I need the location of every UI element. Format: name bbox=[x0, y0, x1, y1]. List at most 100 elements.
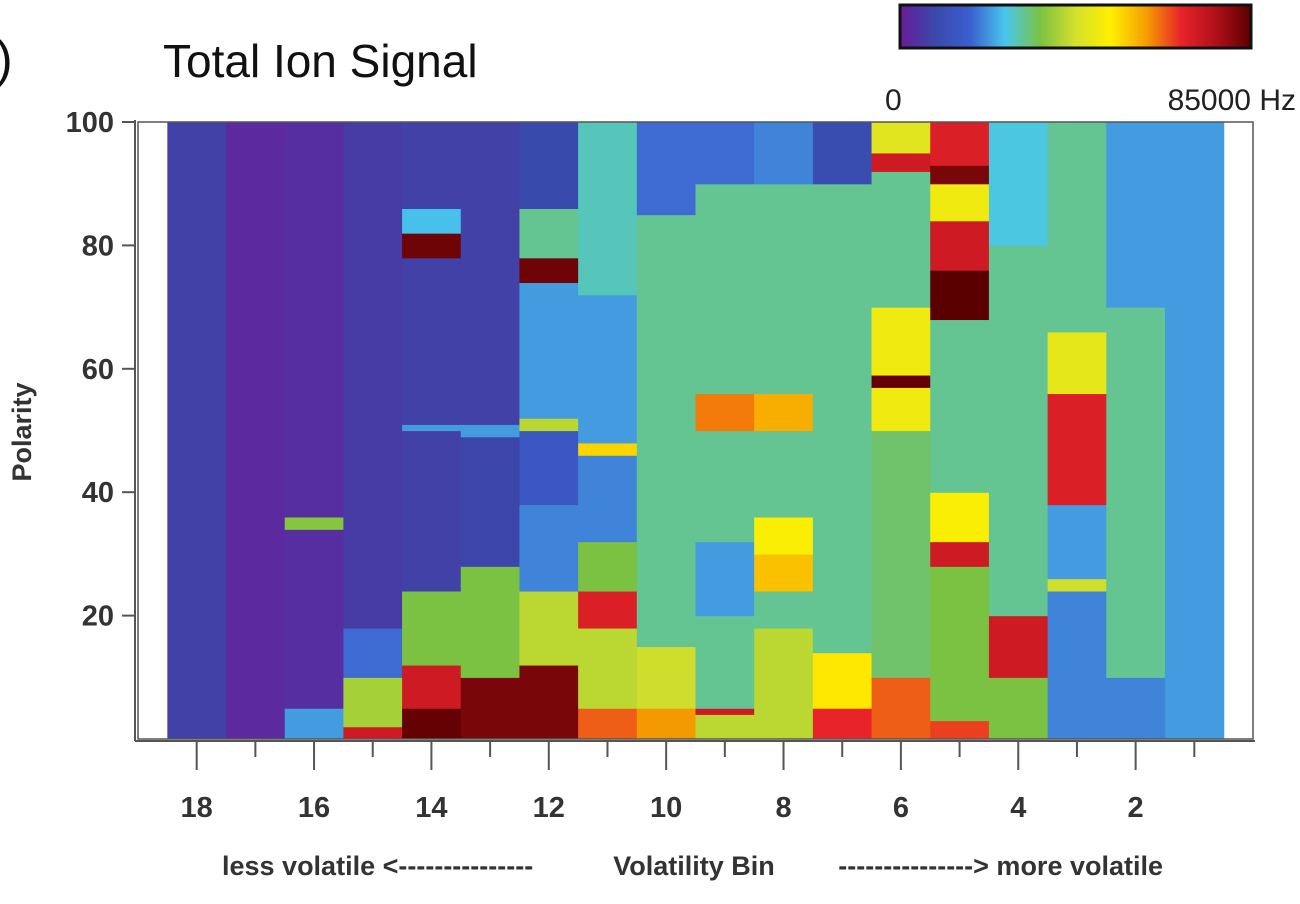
heatmap-cell bbox=[1106, 307, 1166, 678]
heatmap-cell bbox=[930, 720, 990, 739]
x-tick-label: 8 bbox=[775, 792, 791, 824]
heatmap-cell bbox=[871, 374, 931, 388]
heatmap-cell bbox=[284, 529, 344, 709]
heatmap-cell bbox=[578, 590, 638, 629]
heatmap-cell bbox=[519, 282, 579, 419]
x-tick-label: 4 bbox=[1010, 792, 1026, 824]
colorbar-max-label: 85000 Hz bbox=[1168, 84, 1296, 117]
heatmap-cell bbox=[402, 233, 462, 259]
heatmap-cell bbox=[754, 516, 814, 555]
plot-frame bbox=[137, 121, 1254, 740]
heatmap-cell bbox=[578, 455, 638, 543]
heatmap-cell bbox=[695, 393, 755, 432]
heatmap-cell bbox=[988, 615, 1049, 678]
heatmap-cell bbox=[578, 442, 638, 456]
heatmap-cell bbox=[519, 430, 579, 506]
heatmap-cell bbox=[578, 708, 638, 739]
heatmap-cell bbox=[754, 183, 814, 395]
heatmap-cell bbox=[402, 708, 462, 739]
heatmap-cell bbox=[695, 708, 755, 715]
y-axis-label: Polarity bbox=[7, 382, 37, 481]
heatmap-cell bbox=[930, 492, 990, 543]
heatmap-cell bbox=[519, 122, 579, 209]
heatmap-cell bbox=[402, 424, 462, 432]
heatmap-cell bbox=[460, 436, 521, 567]
heatmap-cell bbox=[871, 307, 931, 376]
heatmap-cell bbox=[519, 418, 579, 432]
heatmap-cell bbox=[1106, 677, 1166, 739]
heatmap-cell bbox=[1047, 504, 1107, 580]
heatmap-cell bbox=[930, 220, 990, 271]
heatmap-cell bbox=[167, 122, 227, 739]
heatmap-cell bbox=[636, 122, 697, 216]
heatmap-cell bbox=[1047, 393, 1107, 506]
heatmap-cell bbox=[343, 677, 403, 728]
heatmap-cell bbox=[519, 664, 579, 739]
heatmap-cell bbox=[636, 214, 697, 370]
heatmap-cell bbox=[578, 541, 638, 592]
heatmap-cell bbox=[930, 183, 990, 222]
heatmap-cell bbox=[402, 122, 462, 209]
heatmap-cell bbox=[695, 714, 755, 739]
heatmap-cell bbox=[402, 208, 462, 234]
heatmap-cell bbox=[578, 627, 638, 709]
heatmap-cell bbox=[519, 590, 579, 666]
heatmap-cell bbox=[402, 590, 462, 666]
heatmap-cell bbox=[930, 270, 990, 321]
x-tick-label: 12 bbox=[533, 792, 565, 824]
heatmap-cell bbox=[519, 504, 579, 592]
colorbar-min-label: 0 bbox=[885, 84, 902, 117]
x-axis-ticks: 18 16 14 12 10 8 6 4 2 bbox=[181, 741, 1196, 824]
heatmap-cell bbox=[871, 387, 931, 432]
heatmap-cell bbox=[988, 122, 1049, 246]
heatmap-cell bbox=[343, 627, 403, 678]
heatmap-cell bbox=[930, 165, 990, 185]
heatmap-cell bbox=[930, 319, 990, 493]
heatmap-cell bbox=[460, 566, 521, 678]
heatmap-cell bbox=[636, 708, 697, 739]
heatmap-cell bbox=[636, 368, 697, 555]
heatmap-cell bbox=[695, 430, 755, 543]
heatmap-cell bbox=[460, 122, 521, 425]
heatmap-cell bbox=[812, 122, 873, 185]
heatmap-cell bbox=[754, 553, 814, 592]
heatmap-cell bbox=[636, 553, 697, 648]
heatmap-cell bbox=[871, 122, 931, 154]
x-tick-label: 16 bbox=[298, 792, 330, 824]
heatmap-cell bbox=[988, 677, 1049, 739]
heatmap-cell bbox=[636, 646, 697, 709]
heatmap-cell bbox=[343, 122, 403, 629]
heatmap-cell bbox=[402, 430, 462, 592]
x-axis-label: Volatility Bin bbox=[613, 851, 775, 881]
x-tick-label: 2 bbox=[1128, 792, 1144, 824]
heatmap-cell bbox=[871, 152, 931, 172]
panel-marker: ) bbox=[0, 31, 13, 87]
heatmap-cell bbox=[1164, 122, 1225, 739]
heatmap-cell bbox=[460, 677, 521, 739]
y-tick-label: 20 bbox=[82, 601, 114, 633]
heatmap-cell bbox=[695, 541, 755, 617]
heatmap-cell bbox=[930, 541, 990, 567]
x-tick-label: 14 bbox=[415, 792, 447, 824]
colorbar: 0 85000 Hz bbox=[885, 3, 1296, 117]
colorbar-gradient bbox=[898, 3, 1253, 50]
heatmap-cell bbox=[284, 516, 344, 530]
heatmap-cell bbox=[226, 122, 286, 739]
heatmap-cell bbox=[812, 708, 873, 739]
heatmap-cell bbox=[578, 122, 638, 296]
heatmap-cell bbox=[930, 122, 990, 166]
y-tick-label: 60 bbox=[82, 354, 114, 386]
heatmap-cells bbox=[167, 122, 1225, 739]
heatmap-cell bbox=[871, 171, 931, 308]
heatmap-cell bbox=[988, 245, 1049, 617]
heatmap-cell bbox=[695, 122, 755, 185]
heatmap-cell bbox=[695, 615, 755, 709]
heatmap-cell bbox=[754, 393, 814, 432]
heatmap-cell bbox=[871, 430, 931, 678]
y-tick-label: 100 bbox=[66, 107, 114, 139]
heatmap-cell bbox=[1047, 590, 1107, 739]
heatmap-cell bbox=[402, 257, 462, 425]
heatmap-cell bbox=[695, 183, 755, 395]
heatmap-cell bbox=[1047, 122, 1107, 333]
